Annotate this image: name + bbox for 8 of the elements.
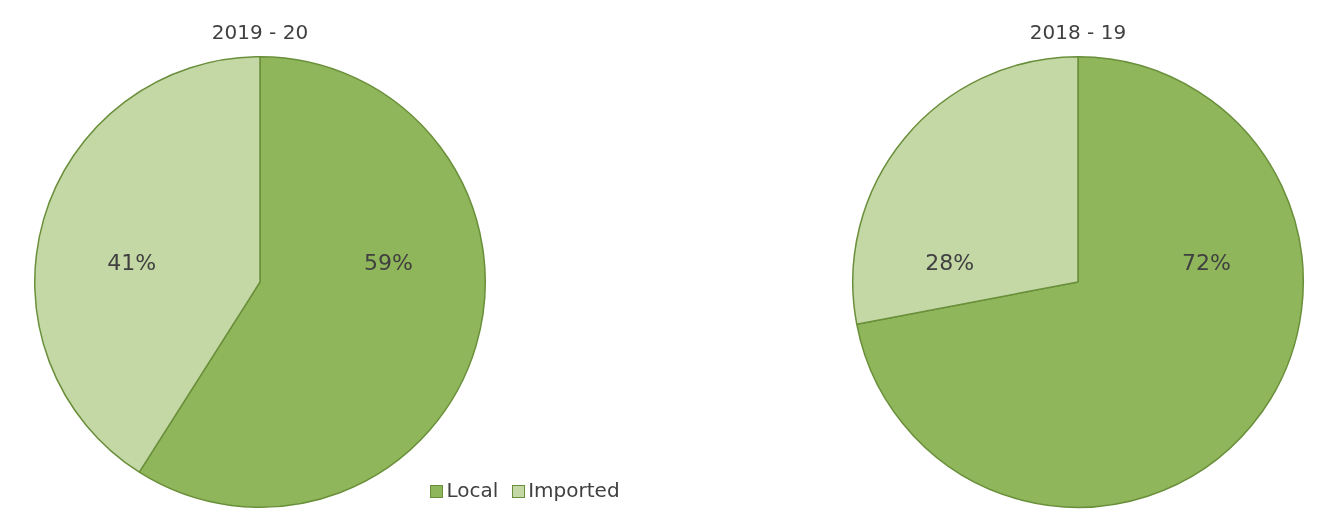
legend-label: Local: [446, 478, 499, 502]
data-label: 28%: [925, 249, 975, 275]
chart-title: 2019 - 20: [211, 20, 309, 45]
data-label: 59%: [363, 249, 413, 275]
chart-title: 2018 - 19: [1029, 20, 1127, 45]
legend-label: Imported: [528, 478, 620, 502]
data-label: 72%: [1181, 249, 1231, 275]
data-label: 41%: [107, 249, 157, 275]
